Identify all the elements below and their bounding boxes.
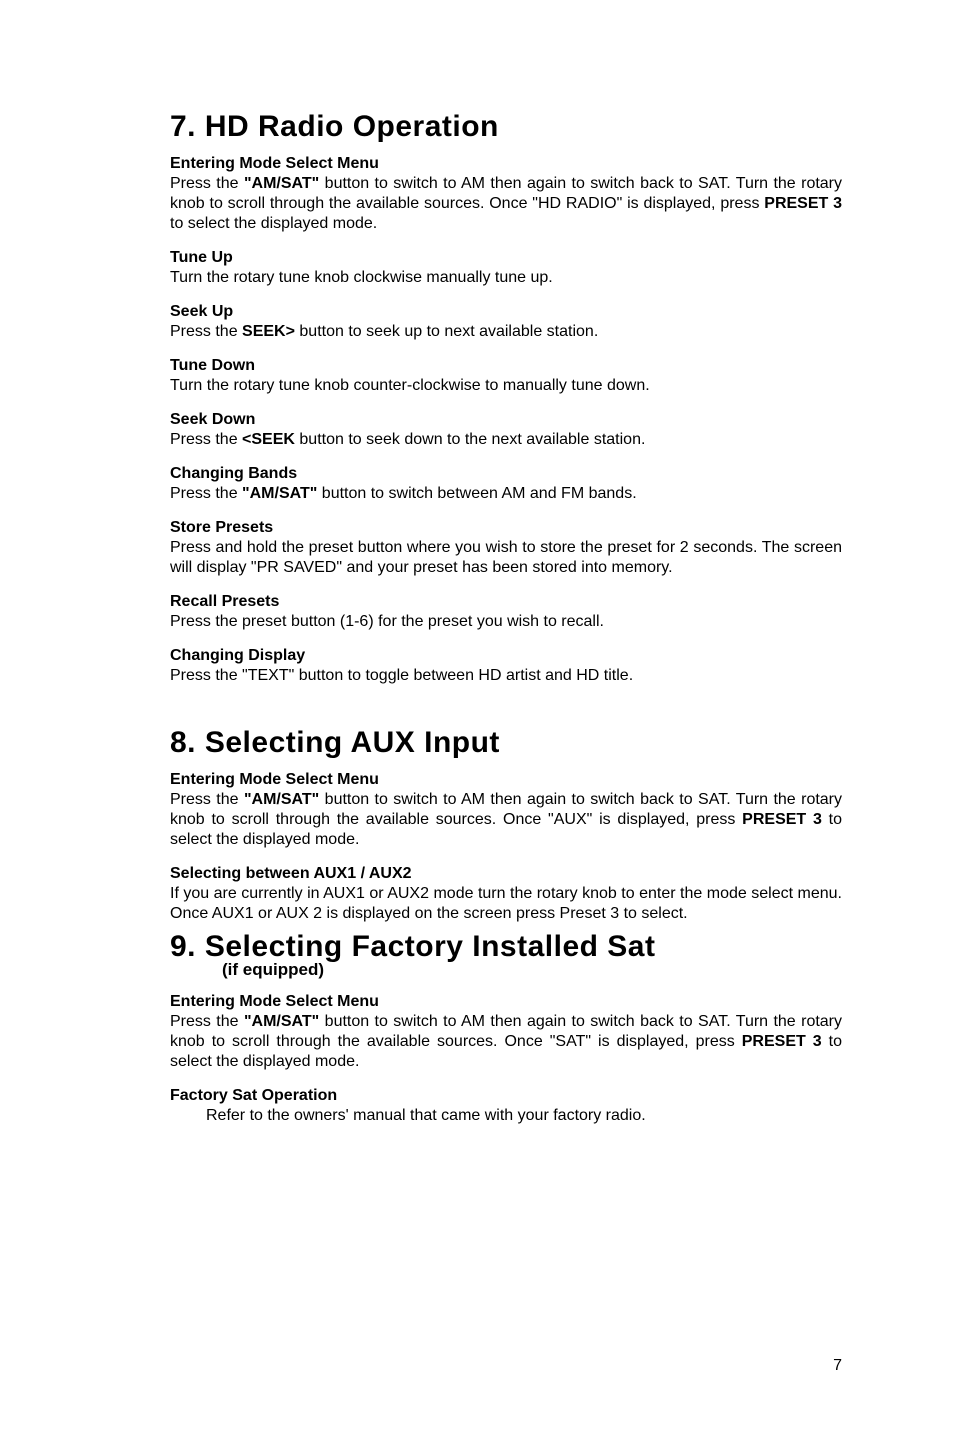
seek-down-heading: Seek Down	[170, 410, 842, 430]
recall-presets-section: Recall Presets Press the preset button (…	[170, 592, 842, 632]
text-fragment: button to seek up to next available stat…	[295, 323, 598, 340]
store-presets-body: Press and hold the preset button where y…	[170, 538, 842, 578]
section-9-wrap: 9. Selecting Factory Installed Sat (if e…	[170, 930, 842, 980]
section-7-title: 7. HD Radio Operation	[170, 110, 842, 144]
text-fragment: to select the displayed mode.	[170, 215, 377, 232]
text-fragment: Press the	[170, 791, 244, 808]
seek-bold: <SEEK	[242, 431, 295, 448]
seek-down-section: Seek Down Press the <SEEK button to seek…	[170, 410, 842, 450]
sat-entering-section: Entering Mode Select Menu Press the "AM/…	[170, 992, 842, 1072]
factory-sat-section: Factory Sat Operation Refer to the owner…	[170, 1086, 842, 1126]
changing-display-heading: Changing Display	[170, 646, 842, 666]
entering-mode-heading: Entering Mode Select Menu	[170, 154, 842, 174]
entering-mode-body: Press the "AM/SAT" button to switch to A…	[170, 174, 842, 234]
tune-down-section: Tune Down Turn the rotary tune knob coun…	[170, 356, 842, 396]
amsat-bold: "AM/SAT"	[244, 1013, 319, 1030]
text-fragment: button to switch between AM and FM bands…	[317, 485, 636, 502]
store-presets-section: Store Presets Press and hold the preset …	[170, 518, 842, 578]
factory-sat-heading: Factory Sat Operation	[170, 1086, 842, 1106]
document-page: 7. HD Radio Operation Entering Mode Sele…	[0, 0, 954, 1431]
section-8-title: 8. Selecting AUX Input	[170, 726, 842, 760]
aux-selecting-section: Selecting between AUX1 / AUX2 If you are…	[170, 864, 842, 924]
tune-up-heading: Tune Up	[170, 248, 842, 268]
amsat-bold: "AM/SAT"	[244, 791, 319, 808]
preset3-bold: PRESET 3	[742, 811, 822, 828]
seek-bold: SEEK>	[242, 323, 295, 340]
sat-entering-heading: Entering Mode Select Menu	[170, 992, 842, 1012]
seek-up-body: Press the SEEK> button to seek up to nex…	[170, 322, 842, 342]
text-fragment: Press the	[170, 175, 244, 192]
aux-selecting-heading: Selecting between AUX1 / AUX2	[170, 864, 842, 884]
text-fragment: Press the	[170, 431, 242, 448]
changing-bands-body: Press the "AM/SAT" button to switch betw…	[170, 484, 842, 504]
text-fragment: Press the	[170, 323, 242, 340]
amsat-bold: "AM/SAT"	[244, 175, 319, 192]
tune-up-section: Tune Up Turn the rotary tune knob clockw…	[170, 248, 842, 288]
changing-display-section: Changing Display Press the "TEXT" button…	[170, 646, 842, 686]
changing-bands-heading: Changing Bands	[170, 464, 842, 484]
recall-presets-heading: Recall Presets	[170, 592, 842, 612]
seek-down-body: Press the <SEEK button to seek down to t…	[170, 430, 842, 450]
page-number: 7	[833, 1357, 842, 1375]
tune-down-body: Turn the rotary tune knob counter-clockw…	[170, 376, 842, 396]
sat-entering-body: Press the "AM/SAT" button to switch to A…	[170, 1012, 842, 1072]
entering-mode-section: Entering Mode Select Menu Press the "AM/…	[170, 154, 842, 234]
tune-down-heading: Tune Down	[170, 356, 842, 376]
text-fragment: Press the	[170, 1013, 244, 1030]
seek-up-section: Seek Up Press the SEEK> button to seek u…	[170, 302, 842, 342]
store-presets-heading: Store Presets	[170, 518, 842, 538]
preset3-bold: PRESET 3	[764, 195, 842, 212]
changing-display-body: Press the "TEXT" button to toggle betwee…	[170, 666, 842, 686]
aux-entering-body: Press the "AM/SAT" button to switch to A…	[170, 790, 842, 850]
aux-entering-heading: Entering Mode Select Menu	[170, 770, 842, 790]
recall-presets-body: Press the preset button (1-6) for the pr…	[170, 612, 842, 632]
section-9-title: 9. Selecting Factory Installed Sat	[170, 930, 842, 964]
factory-sat-body: Refer to the owners' manual that came wi…	[170, 1106, 842, 1126]
seek-up-heading: Seek Up	[170, 302, 842, 322]
text-fragment: Press the	[170, 485, 242, 502]
section-8-wrap: 8. Selecting AUX Input	[170, 726, 842, 760]
aux-entering-section: Entering Mode Select Menu Press the "AM/…	[170, 770, 842, 850]
aux-selecting-body: If you are currently in AUX1 or AUX2 mod…	[170, 884, 842, 924]
text-fragment: button to seek down to the next availabl…	[295, 431, 645, 448]
amsat-bold: "AM/SAT"	[242, 485, 317, 502]
preset3-bold: PRESET 3	[742, 1033, 822, 1050]
tune-up-body: Turn the rotary tune knob clockwise manu…	[170, 268, 842, 288]
changing-bands-section: Changing Bands Press the "AM/SAT" button…	[170, 464, 842, 504]
